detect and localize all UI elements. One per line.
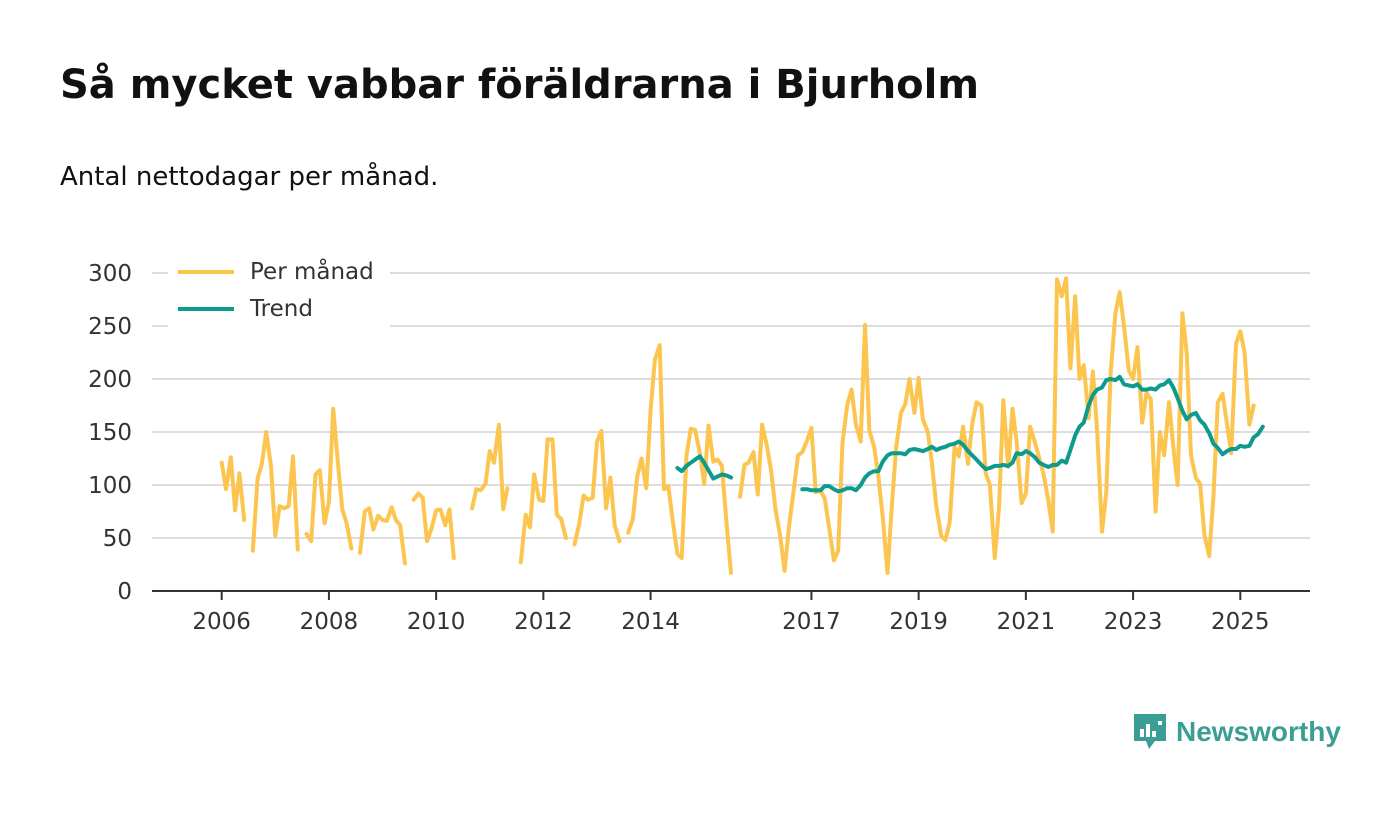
series-per-manad-line-6 (518, 437, 568, 565)
y-tick-label: 200 (88, 367, 132, 393)
x-tick-label: 2006 (192, 609, 251, 635)
x-tick-label: 2025 (1211, 609, 1270, 635)
newsworthy-logo: Newsworthy (1132, 712, 1341, 752)
series-per-manad-line-5 (470, 422, 510, 512)
y-tick-label: 0 (117, 579, 132, 605)
series-trend-line-0 (675, 454, 733, 481)
chart-title: Så mycket vabbar föräldrarna i Bjurholm (60, 62, 980, 108)
x-tick-label: 2010 (407, 609, 466, 635)
x-tick-label: 2017 (782, 609, 841, 635)
y-tick-label: 50 (103, 526, 132, 552)
y-tick-label: 300 (88, 261, 132, 287)
x-tick-label: 2023 (1104, 609, 1163, 635)
series-lines (219, 276, 1265, 575)
series-per-manad-line-8 (626, 343, 733, 575)
series-per-manad-line-4 (411, 491, 456, 561)
x-tick-label: 2019 (889, 609, 948, 635)
x-tick-label: 2021 (997, 609, 1056, 635)
legend: Per månad Trend (168, 254, 390, 329)
x-tick-label: 2008 (300, 609, 359, 635)
legend-label-trend: Trend (249, 296, 313, 322)
x-tick-label: 2014 (621, 609, 680, 635)
y-tick-label: 250 (88, 314, 132, 340)
newsworthy-icon (1134, 714, 1166, 749)
legend-background (168, 254, 390, 329)
chart-subtitle: Antal nettodagar per månad. (60, 162, 439, 192)
y-tick-label: 100 (88, 473, 132, 499)
legend-label-per-manad: Per månad (250, 257, 374, 285)
x-axis: 0 50 100 150 200 250 300 2006 2008 2010 2012 2014 20… (88, 261, 1310, 635)
line-chart: 0 50 100 150 200 250 300 2006 2008 2010 2012 2014 20… (88, 254, 1310, 635)
series-per-manad-line-7 (572, 428, 622, 547)
series-per-manad-line-1 (250, 430, 300, 553)
series-per-manad-line-9 (738, 276, 1256, 575)
series-per-manad-line-3 (358, 505, 407, 566)
series-per-manad-line-2 (304, 406, 354, 551)
y-tick-label: 150 (88, 420, 132, 446)
series-trend-line-1 (800, 374, 1265, 494)
brand-name: Newsworthy (1176, 716, 1341, 747)
series-per-manad-line-0 (219, 455, 247, 522)
x-tick-label: 2012 (514, 609, 573, 635)
